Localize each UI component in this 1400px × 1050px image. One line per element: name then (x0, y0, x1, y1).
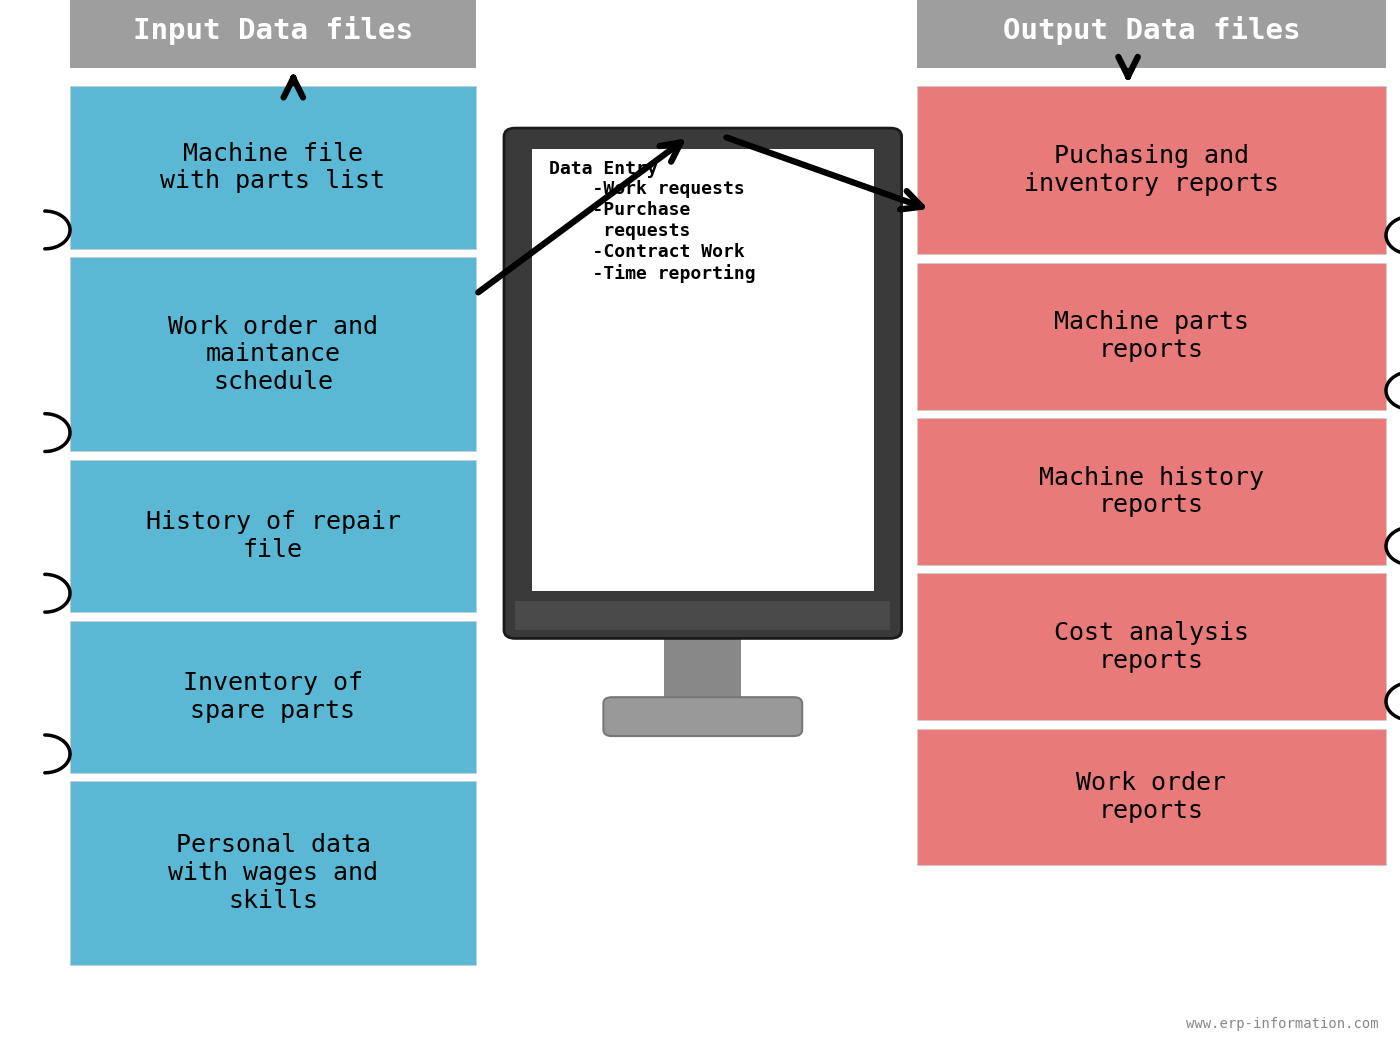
FancyBboxPatch shape (532, 149, 874, 591)
FancyBboxPatch shape (665, 620, 742, 704)
FancyBboxPatch shape (70, 460, 476, 612)
Text: Work order
reports: Work order reports (1077, 771, 1226, 823)
Text: Cost analysis
reports: Cost analysis reports (1054, 621, 1249, 673)
FancyBboxPatch shape (917, 729, 1386, 865)
Text: Data Entry
    -Work requests
    -Purchase
     requests
    -Contract Work
   : Data Entry -Work requests -Purchase requ… (549, 160, 756, 282)
FancyBboxPatch shape (917, 0, 1386, 68)
FancyBboxPatch shape (70, 0, 476, 68)
Text: Output Data files: Output Data files (1002, 16, 1301, 45)
Text: Puchasing and
inventory reports: Puchasing and inventory reports (1023, 144, 1280, 196)
FancyBboxPatch shape (603, 697, 802, 736)
Text: Machine file
with parts list: Machine file with parts list (161, 142, 385, 193)
FancyBboxPatch shape (917, 86, 1386, 254)
Text: History of repair
file: History of repair file (146, 510, 400, 562)
FancyBboxPatch shape (515, 601, 890, 630)
FancyBboxPatch shape (70, 86, 476, 249)
FancyBboxPatch shape (70, 621, 476, 773)
Text: Machine parts
reports: Machine parts reports (1054, 310, 1249, 362)
FancyBboxPatch shape (504, 128, 902, 638)
Text: Machine history
reports: Machine history reports (1039, 465, 1264, 518)
FancyBboxPatch shape (70, 781, 476, 965)
FancyBboxPatch shape (917, 573, 1386, 720)
Text: Personal data
with wages and
skills: Personal data with wages and skills (168, 834, 378, 912)
FancyBboxPatch shape (70, 257, 476, 452)
Text: Input Data files: Input Data files (133, 16, 413, 45)
FancyBboxPatch shape (917, 418, 1386, 565)
FancyBboxPatch shape (917, 262, 1386, 410)
Text: Work order and
maintance
schedule: Work order and maintance schedule (168, 315, 378, 394)
Text: www.erp-information.com: www.erp-information.com (1186, 1017, 1379, 1031)
Text: Inventory of
spare parts: Inventory of spare parts (183, 671, 363, 722)
